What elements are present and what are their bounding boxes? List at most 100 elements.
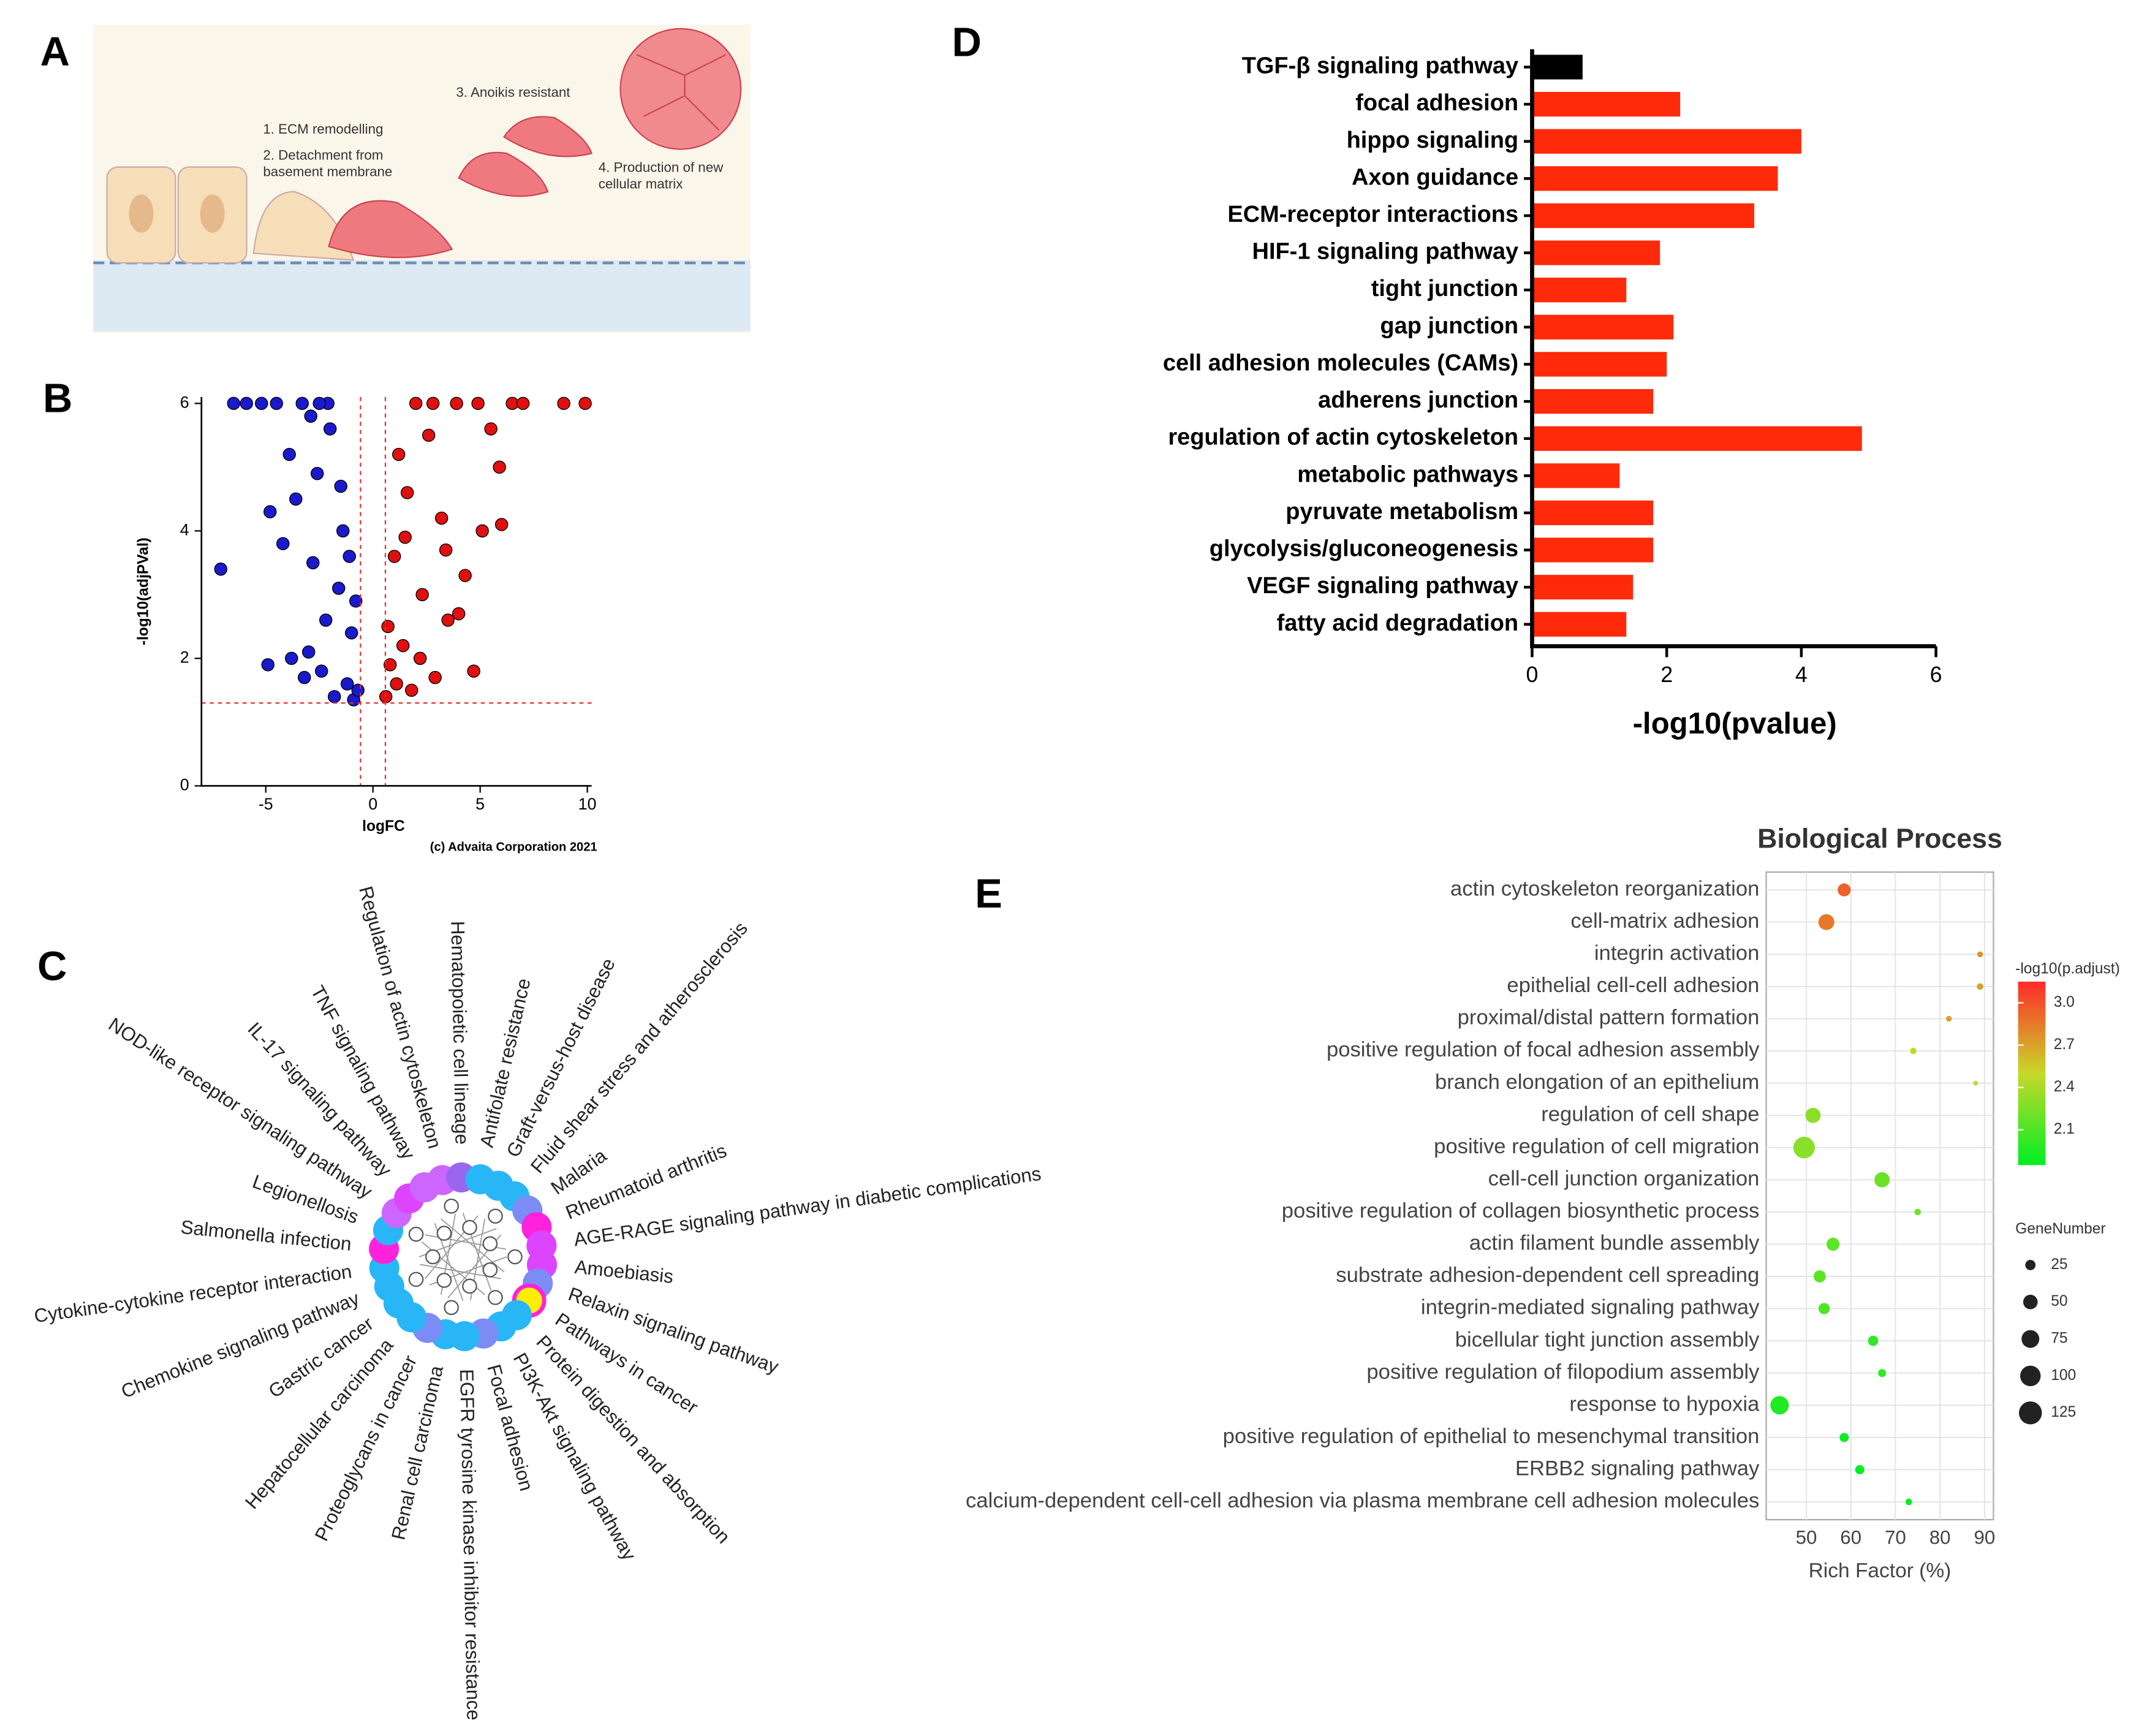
- y-tick-label: 6: [180, 393, 189, 411]
- y-tick-label: metabolic pathways: [1297, 461, 1518, 487]
- y-tick-label: hippo signaling: [1347, 127, 1519, 153]
- y-tick-label: integrin-mediated signaling pathway: [1421, 1296, 1760, 1319]
- point: [557, 396, 570, 411]
- x-tick-label: 2: [1660, 662, 1673, 687]
- bar: [1532, 314, 1674, 339]
- gene-node: [507, 1249, 523, 1265]
- y-tick-label: adherens junction: [1318, 387, 1518, 413]
- panel-label: E: [975, 871, 1002, 917]
- size-legend-mark: [2025, 1260, 2036, 1270]
- point: [409, 396, 423, 411]
- bar: [1532, 575, 1634, 600]
- x-tick-label: 50: [1796, 1527, 1817, 1548]
- gene-node: [444, 1198, 459, 1214]
- bar: [1532, 129, 1801, 154]
- nucleus: [200, 194, 225, 233]
- bubble: [1973, 1080, 1978, 1086]
- gene-node: [462, 1219, 477, 1235]
- x-axis-label: Rich Factor (%): [1809, 1560, 1952, 1582]
- point: [327, 690, 341, 703]
- color-tick-label: 3.0: [2054, 994, 2075, 1010]
- y-tick-label: glycolysis/gluconeogenesis: [1210, 536, 1518, 562]
- bar: [1532, 426, 1862, 451]
- point: [255, 396, 268, 411]
- point: [422, 428, 436, 442]
- y-tick-label: epithelial cell-cell adhesion: [1507, 974, 1759, 997]
- y-tick-label: cell-cell junction organization: [1488, 1167, 1760, 1190]
- bar: [1532, 203, 1754, 229]
- y-tick-label: cell-matrix adhesion: [1570, 909, 1759, 933]
- size-legend-title: GeneNumber: [2015, 1221, 2105, 1237]
- point: [227, 396, 241, 411]
- step-label: 2. Detachment from: [263, 148, 383, 163]
- plot-background: [1765, 871, 1994, 1521]
- panel-label: C: [37, 944, 67, 990]
- panel-label: D: [952, 19, 982, 65]
- y-tick-label: positive regulation of filopodium assemb…: [1366, 1360, 1760, 1384]
- y-tick-label: VEGF signaling pathway: [1247, 573, 1518, 599]
- x-tick-label: 90: [1974, 1527, 1995, 1548]
- bubble: [1977, 951, 1983, 958]
- x-tick-label: 10: [578, 795, 597, 813]
- x-tick-label: 80: [1929, 1527, 1951, 1548]
- pathway-label: Hematopoietic cell lineage: [447, 921, 472, 1145]
- step-label: cellular matrix: [599, 176, 683, 192]
- y-tick-label: calcium-dependent cell-cell adhesion via…: [966, 1489, 1759, 1512]
- point: [396, 639, 410, 653]
- y-tick-label: ECM-receptor interactions: [1227, 202, 1518, 227]
- point: [214, 563, 228, 576]
- cell-cluster: [619, 28, 742, 150]
- point: [319, 613, 333, 627]
- point: [298, 670, 311, 684]
- bubble: [1793, 1137, 1815, 1159]
- size-legend-label: 50: [2051, 1293, 2067, 1310]
- gene-node: [482, 1236, 498, 1251]
- gene-node: [482, 1262, 498, 1278]
- y-tick-label: response to hypoxia: [1569, 1392, 1760, 1416]
- y-tick-label: focal adhesion: [1355, 90, 1518, 116]
- bar: [1532, 389, 1654, 414]
- y-tick-label: 4: [180, 520, 189, 539]
- y-tick-label: positive regulation of epithelial to mes…: [1223, 1425, 1760, 1448]
- point: [289, 492, 303, 506]
- point: [331, 582, 346, 595]
- axes: [200, 396, 592, 787]
- point: [452, 607, 466, 621]
- size-legend-label: 25: [2051, 1256, 2067, 1273]
- size-legend-label: 100: [2051, 1367, 2076, 1384]
- bubble: [1855, 1465, 1865, 1474]
- color-tick-label: 2.7: [2054, 1036, 2075, 1053]
- y-tick-label: fatty acid degradation: [1277, 610, 1519, 636]
- bar: [1532, 166, 1778, 191]
- x-tick-label: 60: [1840, 1527, 1861, 1548]
- size-legend-label: 125: [2051, 1404, 2076, 1420]
- y-tick-label: 0: [180, 776, 189, 794]
- point: [340, 677, 354, 691]
- nucleus: [129, 194, 154, 233]
- bubble: [1813, 1270, 1826, 1283]
- point: [261, 658, 275, 672]
- color-legend-title: -log10(p.adjust): [2015, 960, 2120, 977]
- gene-node: [436, 1226, 452, 1241]
- gene-node: [425, 1249, 441, 1265]
- point: [458, 569, 472, 582]
- point: [349, 594, 363, 608]
- size-legend-mark: [2018, 1401, 2042, 1425]
- size-legend-label: 75: [2051, 1330, 2067, 1347]
- point: [493, 460, 506, 474]
- x-tick-label: 6: [1930, 662, 1942, 687]
- gene-node: [462, 1278, 477, 1294]
- bubble: [1827, 1237, 1840, 1251]
- point: [295, 396, 309, 411]
- point: [334, 479, 347, 493]
- point: [439, 543, 453, 557]
- y-tick-label: positive regulation of focal adhesion as…: [1327, 1038, 1760, 1061]
- point: [471, 396, 485, 411]
- point: [428, 670, 442, 684]
- pathway-label: EGFR tyrosine kinase inhibitor resistanc…: [456, 1369, 485, 1721]
- bar: [1532, 91, 1681, 117]
- point: [381, 620, 395, 634]
- bar: [1532, 612, 1627, 637]
- bubble: [1839, 1433, 1849, 1442]
